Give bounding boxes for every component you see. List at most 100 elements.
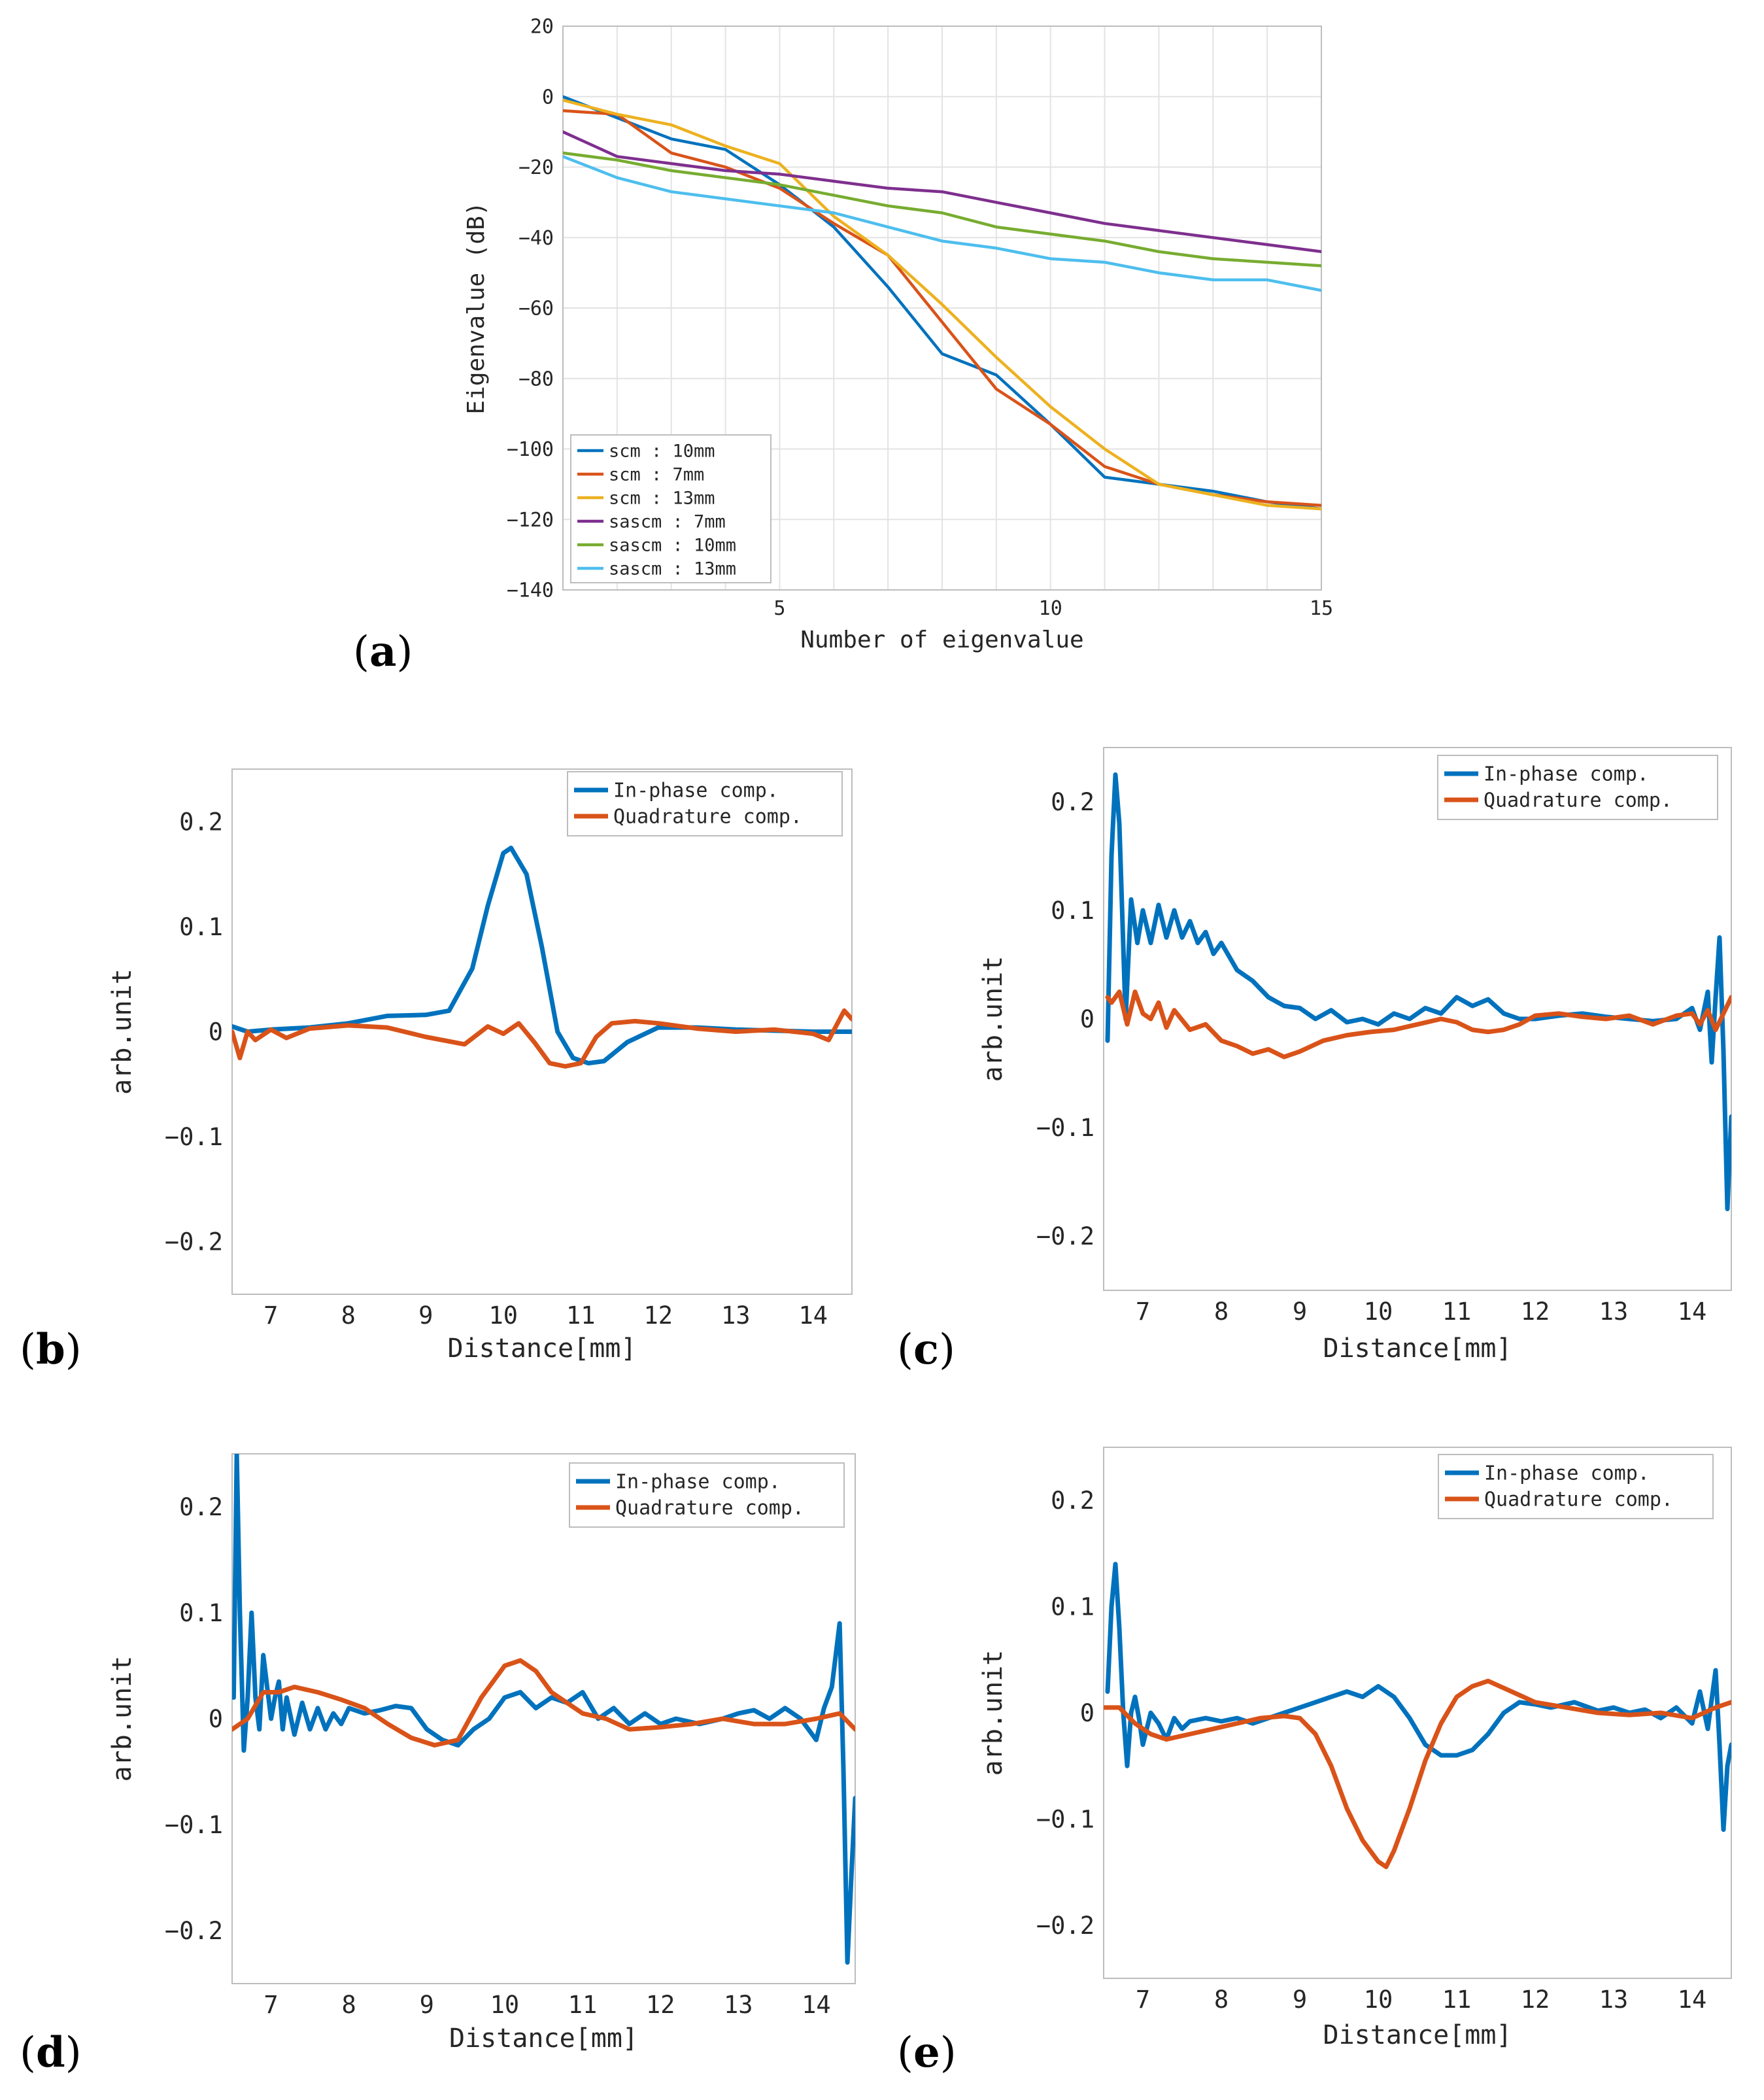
x-tick-label: 14 [1678,1298,1707,1326]
y-tick-label: −120 [507,509,554,532]
x-tick-label: 11 [568,1991,598,2019]
x-tick-label: 14 [798,1301,828,1330]
series-line-2 [1105,990,1731,1059]
y-tick-label: −20 [518,156,554,179]
x-tick-label: 15 [1310,597,1333,620]
x-tick-label: 9 [1293,1298,1307,1326]
y-tick-label: −0.1 [165,1811,223,1839]
legend-label-1: In-phase comp. [613,780,779,802]
x-tick-label: 12 [646,1991,675,2019]
legend-label-2: Quadrature comp. [613,806,802,829]
y-tick-label: −40 [518,227,554,250]
series-line-2 [232,1008,852,1069]
x-tick-label: 14 [1678,1986,1707,2014]
chart-c: 7 8 9 10 11 12 13 14 0.2 0.1 0 −0.1 −0.2 Distance[mm]… [978,747,1732,1364]
y-tick-label: −140 [507,579,554,602]
legend-label-2: Quadrature comp. [1484,1489,1673,1511]
plot-frame [562,26,1322,591]
y-tick-label: 0.2 [1051,1487,1094,1515]
x-tick-label: 8 [1214,1986,1229,2014]
x-axis-label: Distance[mm] [1323,1334,1512,1364]
x-tick-label: 7 [263,1301,278,1330]
legend-box [570,434,772,583]
x-tick-label: 10 [490,1991,520,2019]
x-tick-label: 8 [341,1301,356,1330]
x-tick-label: 8 [1214,1298,1229,1326]
panel-label-c: (c) [897,1325,955,1374]
y-tick-label: 0 [542,86,554,109]
legend-box [569,1462,845,1528]
x-tick-label: 7 [1136,1298,1150,1326]
x-tick-label: 10 [488,1301,518,1330]
chart-eigenvalues: 5 10 15 20 0 −20 −40 −60 −80 −100 −120 −140 Number o… [463,16,1333,654]
y-tick-label: −0.1 [165,1123,223,1151]
x-tick-label: 9 [1293,1986,1307,2014]
plot-frame [1103,747,1732,1291]
legend-label-2: Quadrature comp. [1484,789,1672,812]
panel-label-b: (b) [20,1325,82,1374]
x-tick-label: 12 [643,1301,673,1330]
chart-d: 7 8 9 10 11 12 13 14 0.2 0.1 0 −0.1 −0.2 Distance[mm]… [107,1453,856,2054]
y-axis-label: Eigenvalue (dB) [463,201,490,414]
y-tick-label: −0.1 [1036,1805,1094,1833]
legend-label-2: Quadrature comp. [615,1497,804,1520]
y-tick-label: 0.1 [1051,897,1094,925]
x-tick-label: 10 [1364,1298,1393,1326]
x-tick-label: 8 [342,1991,356,2019]
legend-label-4: sascm : 7mm [609,511,726,532]
legend-label-2: scm : 7mm [609,464,704,485]
y-tick-label: −0.2 [165,1228,223,1256]
legend-label-1: In-phase comp. [1484,763,1649,786]
series-line-1 [1105,1562,1731,1833]
plot-frame [1103,1447,1732,1979]
series-line-3 [563,98,1321,511]
series-line-4 [563,130,1321,254]
y-tick-label: 0.2 [179,1493,223,1521]
x-tick-label: 11 [1442,1986,1472,2014]
x-tick-label: 7 [1136,1986,1150,2014]
y-tick-label: 0 [209,1018,223,1046]
legend-label-1: scm : 10mm [609,441,715,461]
x-tick-label: 10 [1364,1986,1393,2014]
x-tick-label: 13 [724,1991,753,2019]
chart-b: 7 8 9 10 11 12 13 14 0.2 0.1 0 −0.1 −0.2 Distance[mm]… [107,768,853,1364]
x-axis-label: Number of eigenvalue [800,627,1083,653]
x-tick-label: 13 [1599,1298,1629,1326]
y-tick-label: 0 [209,1705,223,1733]
x-tick-label: 9 [418,1301,433,1330]
x-axis-label: Distance[mm] [1323,2020,1512,2050]
legend-label-1: In-phase comp. [615,1471,781,1494]
series-line-2 [232,1658,855,1747]
series-line-1 [563,95,1321,511]
y-tick-label: 0.2 [179,808,223,836]
series-line-1 [232,1454,855,1965]
series-line-2 [1104,1678,1731,1869]
y-tick-label: 0.1 [179,1599,223,1627]
y-tick-label: −0.2 [1036,1222,1094,1250]
y-tick-label: 20 [530,16,554,39]
y-tick-label: −0.2 [165,1917,223,1945]
legend-box [1438,1454,1714,1519]
x-tick-label: 11 [566,1301,596,1330]
y-tick-label: 0.1 [1051,1593,1094,1621]
x-axis-label: Distance[mm] [449,2023,638,2054]
y-tick-label: 0.1 [179,913,223,941]
y-tick-label: −80 [518,368,554,390]
series-line-5 [563,151,1321,267]
y-tick-label: 0 [1080,1005,1094,1033]
series-line-6 [563,155,1321,292]
x-tick-label: 11 [1442,1298,1472,1326]
y-tick-label: −0.1 [1036,1114,1094,1142]
x-tick-label: 10 [1039,597,1062,620]
x-tick-label: 9 [420,1991,434,2019]
y-tick-label: 0.2 [1051,788,1094,816]
panel-label-d: (d) [20,2028,82,2077]
legend-box [567,771,843,836]
legend-label-6: sascm : 13mm [609,559,736,579]
y-tick-label: −60 [518,298,554,320]
x-tick-label: 14 [802,1991,831,2019]
y-tick-label: −0.2 [1036,1912,1094,1940]
y-axis-label: arb.unit [978,956,1008,1082]
chart-e: 7 8 9 10 11 12 13 14 0.2 0.1 0 −0.1 −0.2 Distance[mm]… [978,1447,1732,2050]
